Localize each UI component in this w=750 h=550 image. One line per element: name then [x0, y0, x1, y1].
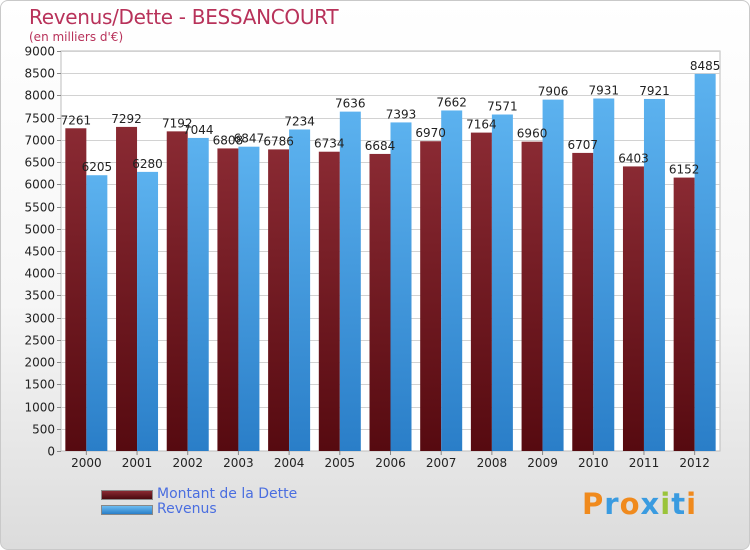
- bars-layer: [65, 73, 716, 452]
- bar-dette: [268, 149, 290, 451]
- value-label-revenus: 7921: [639, 84, 670, 98]
- value-label-revenus: 7393: [386, 107, 417, 121]
- value-label-revenus: 7931: [588, 84, 619, 98]
- proxiti-logo: Proxiti: [582, 487, 698, 521]
- bar-revenus: [289, 129, 311, 451]
- bar-revenus: [137, 171, 159, 451]
- value-label-dette: 6960: [517, 127, 548, 141]
- value-label-revenus: 7906: [538, 85, 569, 99]
- value-label-dette: 7164: [466, 118, 497, 132]
- y-tick-label: 0: [47, 445, 55, 459]
- legend-label-dette: Montant de la Dette: [157, 486, 298, 502]
- y-tick-label: 5000: [24, 223, 55, 237]
- bar-dette: [470, 132, 492, 451]
- x-tick-label: 2008: [477, 456, 508, 470]
- value-label-dette: 6152: [669, 163, 700, 177]
- x-tick-label: 2005: [325, 456, 356, 470]
- y-tick-label: 8000: [24, 89, 55, 103]
- y-tick-label: 2000: [24, 356, 55, 370]
- bar-revenus: [441, 110, 463, 451]
- bar-dette: [420, 141, 442, 451]
- y-tick-label: 5500: [24, 201, 55, 215]
- bar-dette: [217, 148, 239, 451]
- bar-dette: [116, 126, 138, 452]
- chart-subtitle: (en milliers d'€): [29, 30, 124, 44]
- value-label-revenus: 8485: [690, 59, 721, 73]
- bar-dette: [318, 151, 340, 451]
- value-label-dette: 6808: [213, 133, 244, 147]
- value-label-dette: 6684: [365, 139, 396, 153]
- bar-revenus: [339, 111, 361, 451]
- value-label-revenus: 7636: [335, 97, 366, 111]
- value-label-dette: 6970: [415, 126, 446, 140]
- x-tick-label: 2004: [274, 456, 305, 470]
- bar-revenus: [643, 98, 665, 451]
- y-tick-label: 4000: [24, 267, 55, 281]
- bar-revenus: [491, 114, 513, 451]
- y-tick-label: 500: [32, 423, 55, 437]
- bar-dette: [166, 131, 188, 451]
- value-label-dette: 7261: [61, 113, 92, 127]
- value-label-dette: 7292: [111, 112, 142, 126]
- bar-dette: [65, 128, 87, 451]
- bar-revenus: [542, 99, 564, 451]
- y-tick-label: 3000: [24, 312, 55, 326]
- x-tick-label: 2000: [71, 456, 102, 470]
- x-tick-label: 2009: [527, 456, 558, 470]
- value-label-dette: 6734: [314, 137, 345, 151]
- x-tick-label: 2006: [375, 456, 406, 470]
- y-tick-label: 6500: [24, 156, 55, 170]
- y-tick-label: 3500: [24, 289, 55, 303]
- y-tick-label: 4500: [24, 245, 55, 259]
- value-label-dette: 7192: [162, 116, 193, 130]
- value-label-revenus: 6847: [234, 132, 265, 146]
- value-label-dette: 6403: [618, 151, 649, 165]
- y-tick-label: 1500: [24, 378, 55, 392]
- x-tick-label: 2011: [629, 456, 660, 470]
- x-tick-label: 2003: [223, 456, 254, 470]
- legend-swatch-revenus: [101, 505, 153, 515]
- value-label-dette: 6707: [567, 138, 598, 152]
- x-tick-label: 2001: [122, 456, 153, 470]
- x-tick-label: 2002: [172, 456, 203, 470]
- bar-revenus: [694, 73, 716, 451]
- y-tick-label: 2500: [24, 334, 55, 348]
- y-tick-label: 9000: [24, 45, 55, 59]
- value-label-revenus: 7662: [436, 95, 467, 109]
- value-label-revenus: 6280: [132, 157, 163, 171]
- x-tick-label: 2012: [679, 456, 710, 470]
- value-label-revenus: 7044: [183, 123, 214, 137]
- value-label-revenus: 7571: [487, 100, 518, 114]
- value-label-revenus: 6205: [82, 160, 113, 174]
- chart-title: Revenus/Dette - BESSANCOURT: [29, 5, 339, 29]
- bar-dette: [622, 166, 644, 451]
- bar-revenus: [238, 146, 260, 451]
- y-tick-label: 7000: [24, 134, 55, 148]
- y-tick-label: 1000: [24, 401, 55, 415]
- bar-dette: [572, 152, 594, 451]
- bar-revenus: [187, 137, 209, 451]
- bar-dette: [673, 177, 695, 452]
- value-label-dette: 6786: [263, 134, 294, 148]
- x-tick-label: 2007: [426, 456, 457, 470]
- bar-revenus: [86, 175, 108, 451]
- bar-dette: [521, 141, 543, 451]
- value-label-revenus: 7234: [284, 114, 315, 128]
- bar-dette: [369, 153, 391, 451]
- y-tick-label: 8500: [24, 67, 55, 81]
- x-tick-label: 2010: [578, 456, 609, 470]
- y-tick-label: 7500: [24, 112, 55, 126]
- bar-revenus: [593, 98, 615, 451]
- legend-label-revenus: Revenus: [157, 501, 217, 517]
- bar-revenus: [390, 122, 412, 451]
- legend-swatch-dette: [101, 490, 153, 500]
- y-tick-label: 6000: [24, 178, 55, 192]
- labels-layer: 0 500 1000 1500 2000 2500 3000 3500 4000 4500 5000…: [24, 45, 720, 471]
